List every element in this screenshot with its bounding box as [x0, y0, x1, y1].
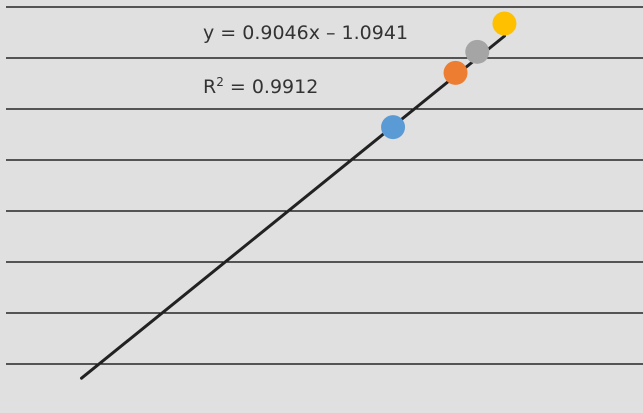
data-point-4 [492, 11, 516, 35]
r-squared-superscript: 2 [216, 75, 224, 89]
r-squared-symbol: R [203, 76, 216, 98]
equation-label: y = 0.9046x – 1.0941 [203, 22, 408, 44]
data-point-2 [444, 61, 468, 85]
r-squared-label: R2 = 0.9912 [203, 75, 318, 98]
data-point-3 [465, 40, 489, 64]
data-point-1 [381, 115, 405, 139]
gridlines [6, 7, 643, 364]
r-squared-value: = 0.9912 [224, 76, 318, 98]
